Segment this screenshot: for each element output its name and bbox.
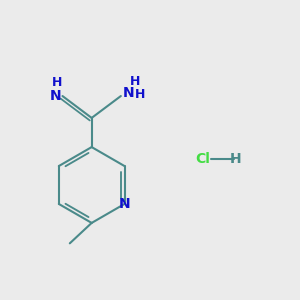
Text: Cl: Cl: [195, 152, 210, 166]
Text: H: H: [130, 75, 141, 88]
Text: H: H: [52, 76, 62, 89]
Text: H: H: [135, 88, 145, 101]
Text: N: N: [122, 86, 134, 100]
Text: H: H: [230, 152, 242, 166]
Text: N: N: [50, 89, 61, 103]
Text: N: N: [119, 197, 130, 211]
